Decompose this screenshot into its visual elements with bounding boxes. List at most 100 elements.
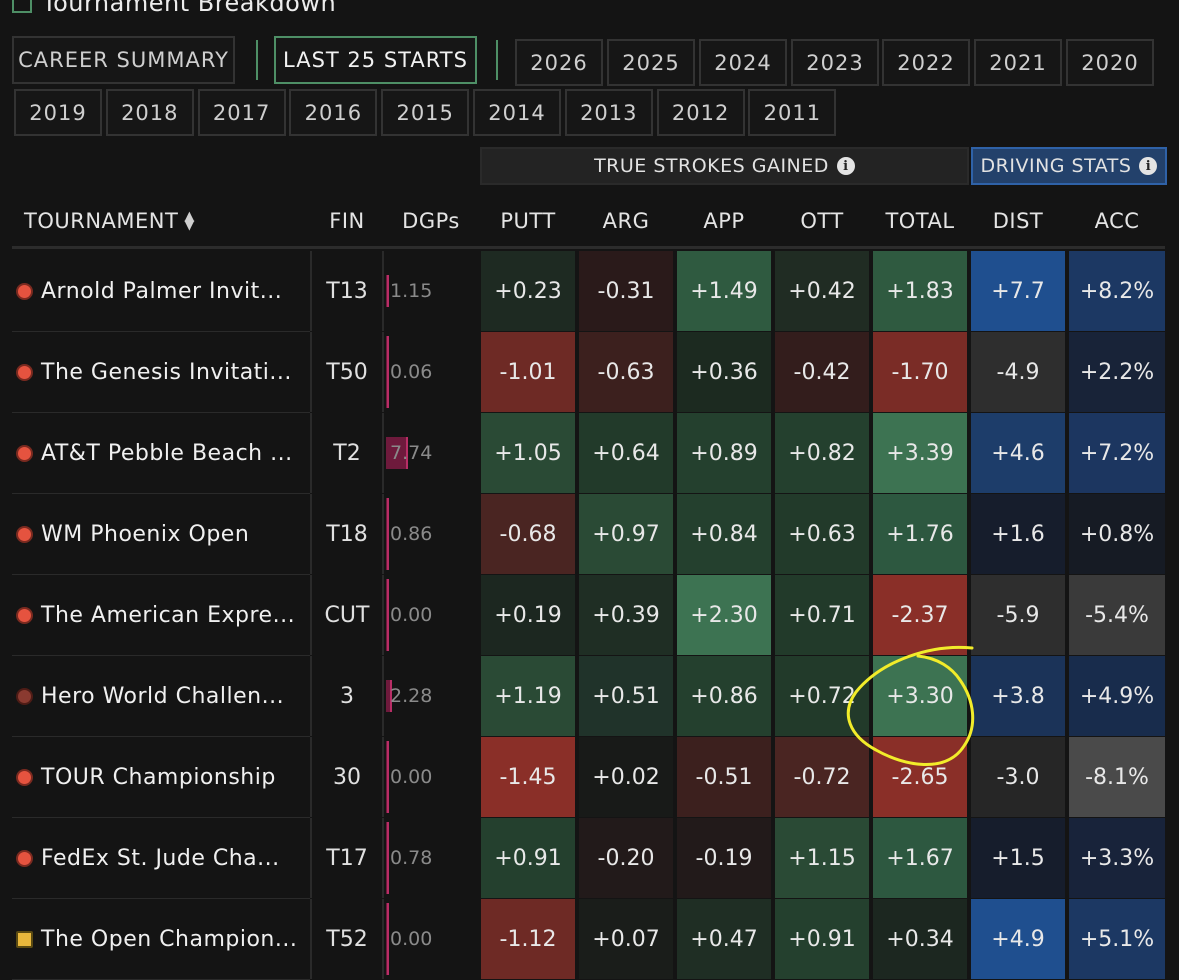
section-checkbox-icon (12, 0, 32, 13)
year-button-2012[interactable]: 2012 (656, 89, 745, 136)
tournament-name-cell[interactable]: FedEx St. Jude Cha... (12, 818, 310, 898)
button-separator (256, 40, 258, 80)
section-title-text: Tournament Breakdown (42, 0, 337, 17)
row-divider (12, 493, 310, 494)
row-divider (12, 736, 310, 737)
ott-cell: +1.15 (775, 818, 869, 898)
tournament-name[interactable]: AT&T Pebble Beach ... (41, 440, 293, 466)
total-cell: +1.67 (873, 818, 967, 898)
tournament-name-cell[interactable]: Hero World Challen... (12, 656, 310, 736)
app-cell: +2.30 (677, 575, 771, 655)
table-row[interactable]: TOUR Championship 30 0.00 -1.45 +0.02 -0.51 -0… (12, 737, 1167, 818)
dist-cell: +4.6 (971, 413, 1065, 493)
dgps-bar (386, 680, 393, 712)
column-header-total[interactable]: TOTAL (885, 209, 955, 233)
finish-cell: T52 (326, 926, 368, 952)
column-divider (382, 818, 384, 898)
app-cell: -0.51 (677, 737, 771, 817)
tournament-name-cell[interactable]: WM Phoenix Open (12, 494, 310, 574)
tournament-name[interactable]: WM Phoenix Open (41, 521, 250, 547)
sort-icon[interactable]: ▲ ▼ (184, 209, 195, 233)
column-header-putt[interactable]: PUTT (500, 209, 556, 233)
table-row[interactable]: The American Expre... CUT 0.00 +0.19 +0.39 +2… (12, 575, 1167, 656)
total-cell: +3.30 (873, 656, 967, 736)
tournament-name[interactable]: The American Expre... (41, 602, 296, 628)
tournament-name[interactable]: Hero World Challen... (41, 683, 285, 709)
column-divider (382, 494, 384, 574)
column-header-dist[interactable]: DIST (992, 209, 1044, 233)
year-button-2017[interactable]: 2017 (197, 89, 286, 136)
putt-cell: -0.68 (481, 494, 575, 574)
dist-cell: -5.9 (971, 575, 1065, 655)
tournament-name-cell[interactable]: The American Expre... (12, 575, 310, 655)
dgps-cell: 0.06 (386, 336, 478, 408)
table-row[interactable]: The Genesis Invitati... T50 0.06 -1.01 -0.63… (12, 332, 1167, 413)
column-header-fin[interactable]: FIN (329, 209, 365, 233)
column-divider (382, 332, 384, 412)
year-button-2018[interactable]: 2018 (105, 89, 194, 136)
tournament-name[interactable]: Arnold Palmer Invit... (41, 278, 283, 304)
year-button-2022[interactable]: 2022 (882, 39, 970, 86)
year-button-2024[interactable]: 2024 (699, 39, 787, 86)
column-divider (310, 818, 312, 898)
arg-cell: -0.31 (579, 251, 673, 331)
year-button-2026[interactable]: 2026 (515, 39, 603, 86)
info-icon[interactable]: i (1139, 157, 1158, 175)
table-row[interactable]: Arnold Palmer Invit... T13 1.15 +0.23 -0.31 +… (12, 251, 1167, 332)
true-strokes-gained-toggle[interactable]: TRUE STROKES GAINED i (480, 147, 969, 185)
column-header-dgps[interactable]: DGPs (402, 209, 460, 233)
acc-cell: +7.2% (1069, 413, 1165, 493)
event-status-icon (16, 849, 33, 867)
arg-cell: -0.63 (579, 332, 673, 412)
tournament-name[interactable]: The Genesis Invitati... (41, 359, 292, 385)
column-header-app[interactable]: APP (703, 209, 745, 233)
column-divider (310, 575, 312, 655)
finish-cell: T50 (326, 359, 368, 385)
tournament-name[interactable]: TOUR Championship (41, 764, 276, 790)
acc-cell: +0.8% (1069, 494, 1165, 574)
table-row[interactable]: The Open Champion... T52 0.00 -1.12 +0.07 +0.… (12, 899, 1167, 980)
year-button-2013[interactable]: 2013 (564, 89, 653, 136)
info-icon[interactable]: i (836, 157, 855, 175)
year-button-2021[interactable]: 2021 (974, 39, 1062, 86)
year-button-2023[interactable]: 2023 (791, 39, 879, 86)
year-button-2015[interactable]: 2015 (381, 89, 470, 136)
year-button-2020[interactable]: 2020 (1066, 39, 1154, 86)
year-button-2011[interactable]: 2011 (748, 89, 837, 136)
column-header-ott[interactable]: OTT (800, 209, 844, 233)
column-header-tournament-label: TOURNAMENT (24, 209, 179, 233)
dgps-bar (386, 903, 389, 975)
column-header-arg[interactable]: ARG (602, 209, 650, 233)
dgps-cell: 2.28 (386, 660, 478, 732)
finish-cell: CUT (324, 602, 370, 628)
tournament-name-cell[interactable]: The Genesis Invitati... (12, 332, 310, 412)
acc-cell: +3.3% (1069, 818, 1165, 898)
total-cell: +1.76 (873, 494, 967, 574)
dgps-cell: 0.00 (386, 903, 478, 975)
year-button-2025[interactable]: 2025 (607, 39, 695, 86)
column-header-acc[interactable]: ACC (1094, 209, 1140, 233)
dist-cell: -3.0 (971, 737, 1065, 817)
table-row[interactable]: Hero World Challen... 3 2.28 +1.19 +0.51 +0.8… (12, 656, 1167, 737)
year-button-2019[interactable]: 2019 (14, 89, 102, 136)
tournament-name[interactable]: The Open Champion... (41, 926, 298, 952)
tournament-name-cell[interactable]: Arnold Palmer Invit... (12, 251, 310, 331)
driving-stats-toggle[interactable]: DRIVING STATS i (971, 147, 1167, 185)
tournament-name[interactable]: FedEx St. Jude Cha... (41, 845, 280, 871)
table-row[interactable]: WM Phoenix Open T18 0.86 -0.68 +0.97 +0.84 +0.… (12, 494, 1167, 575)
total-cell: -2.65 (873, 737, 967, 817)
column-header-tournament[interactable]: TOURNAMENT ▲ ▼ (12, 198, 310, 244)
career-summary-button[interactable]: CAREER SUMMARY (12, 36, 235, 84)
dgps-value: 0.00 (390, 766, 433, 788)
section-title: Tournament Breakdown (12, 0, 336, 20)
tournament-name-cell[interactable]: AT&T Pebble Beach ... (12, 413, 310, 493)
row-divider (12, 898, 310, 899)
acc-cell: +4.9% (1069, 656, 1165, 736)
table-row[interactable]: AT&T Pebble Beach ... T2 7.74 +1.05 +0.64 +0.… (12, 413, 1167, 494)
last-25-starts-button[interactable]: LAST 25 STARTS (274, 36, 477, 84)
year-button-2016[interactable]: 2016 (289, 89, 378, 136)
year-button-2014[interactable]: 2014 (473, 89, 561, 136)
tournament-name-cell[interactable]: The Open Champion... (12, 899, 310, 979)
tournament-name-cell[interactable]: TOUR Championship (12, 737, 310, 817)
table-row[interactable]: FedEx St. Jude Cha... T17 0.78 +0.91 -0.20 -0… (12, 818, 1167, 899)
